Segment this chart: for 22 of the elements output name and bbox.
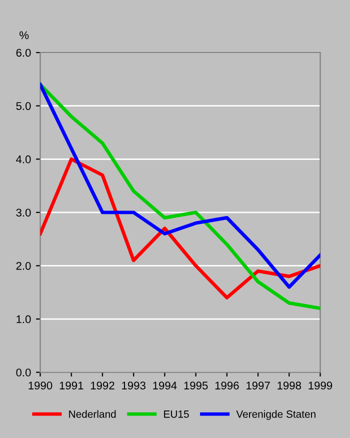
x-tick-label: 1995 — [184, 382, 208, 390]
x-tick-label: 1999 — [308, 382, 332, 390]
y-tick-label: 0.0 — [16, 368, 31, 376]
y-axis-title: % — [20, 31, 29, 40]
x-tick-label: 1991 — [60, 382, 84, 390]
line-series — [40, 157, 320, 300]
legend-label: Nederland — [69, 410, 116, 418]
y-tick-label: 3.0 — [16, 208, 31, 217]
y-tick-label: 1.0 — [16, 315, 31, 324]
y-tick-label: 6.0 — [16, 48, 31, 57]
x-tick-label: 1994 — [153, 382, 177, 390]
y-tick-label: 5.0 — [16, 102, 31, 110]
x-tick-label: 1990 — [28, 382, 52, 390]
legend-label: EU15 — [164, 410, 189, 418]
x-tick-label: 1998 — [278, 382, 302, 390]
x-tick-label: 1992 — [90, 382, 114, 390]
x-tick-label: 1996 — [215, 382, 239, 390]
x-tick-label: 1993 — [122, 382, 146, 390]
y-tick-label: 4.0 — [16, 155, 31, 164]
y-tick-label: 2.0 — [16, 262, 31, 270]
legend-label: Verenigde Staten — [236, 410, 316, 420]
x-tick-label: 1997 — [246, 382, 270, 390]
